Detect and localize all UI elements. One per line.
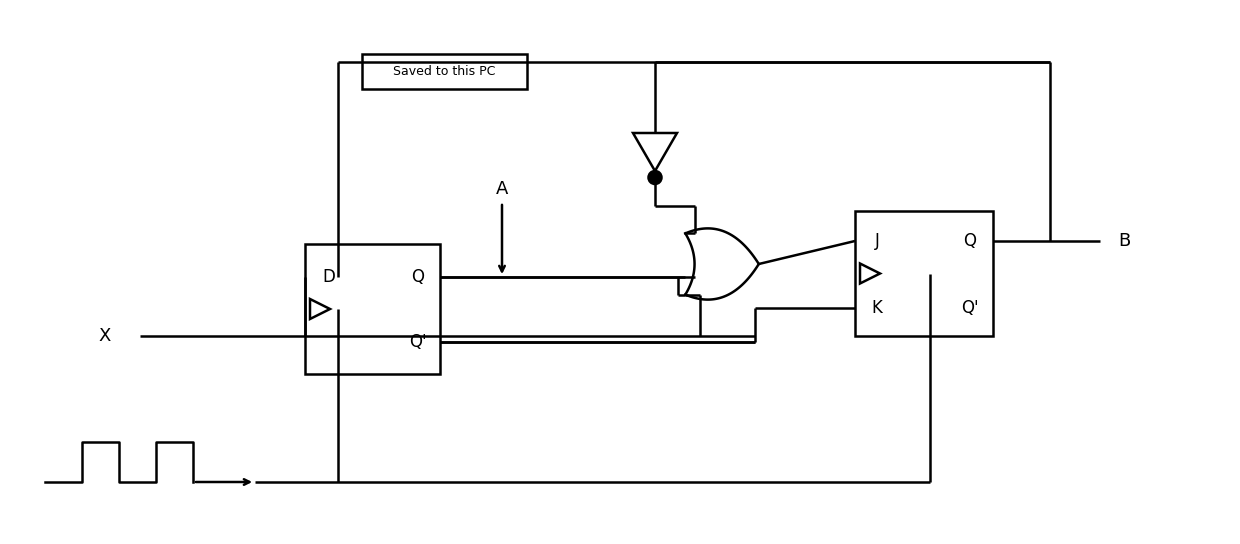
Text: Saved to this PC: Saved to this PC bbox=[393, 65, 496, 78]
Text: Q': Q' bbox=[961, 299, 978, 317]
Text: Q: Q bbox=[963, 232, 976, 250]
Bar bbox=[362, 54, 527, 89]
Text: D: D bbox=[322, 268, 336, 286]
Text: K: K bbox=[872, 299, 883, 317]
Circle shape bbox=[649, 171, 661, 184]
Text: A: A bbox=[496, 180, 508, 198]
Text: Q': Q' bbox=[409, 333, 427, 351]
Bar bbox=[305, 244, 440, 374]
Text: X: X bbox=[99, 327, 112, 345]
Text: J: J bbox=[874, 232, 879, 250]
Bar bbox=[856, 211, 993, 336]
Text: Q: Q bbox=[412, 268, 424, 286]
Text: B: B bbox=[1118, 232, 1130, 250]
